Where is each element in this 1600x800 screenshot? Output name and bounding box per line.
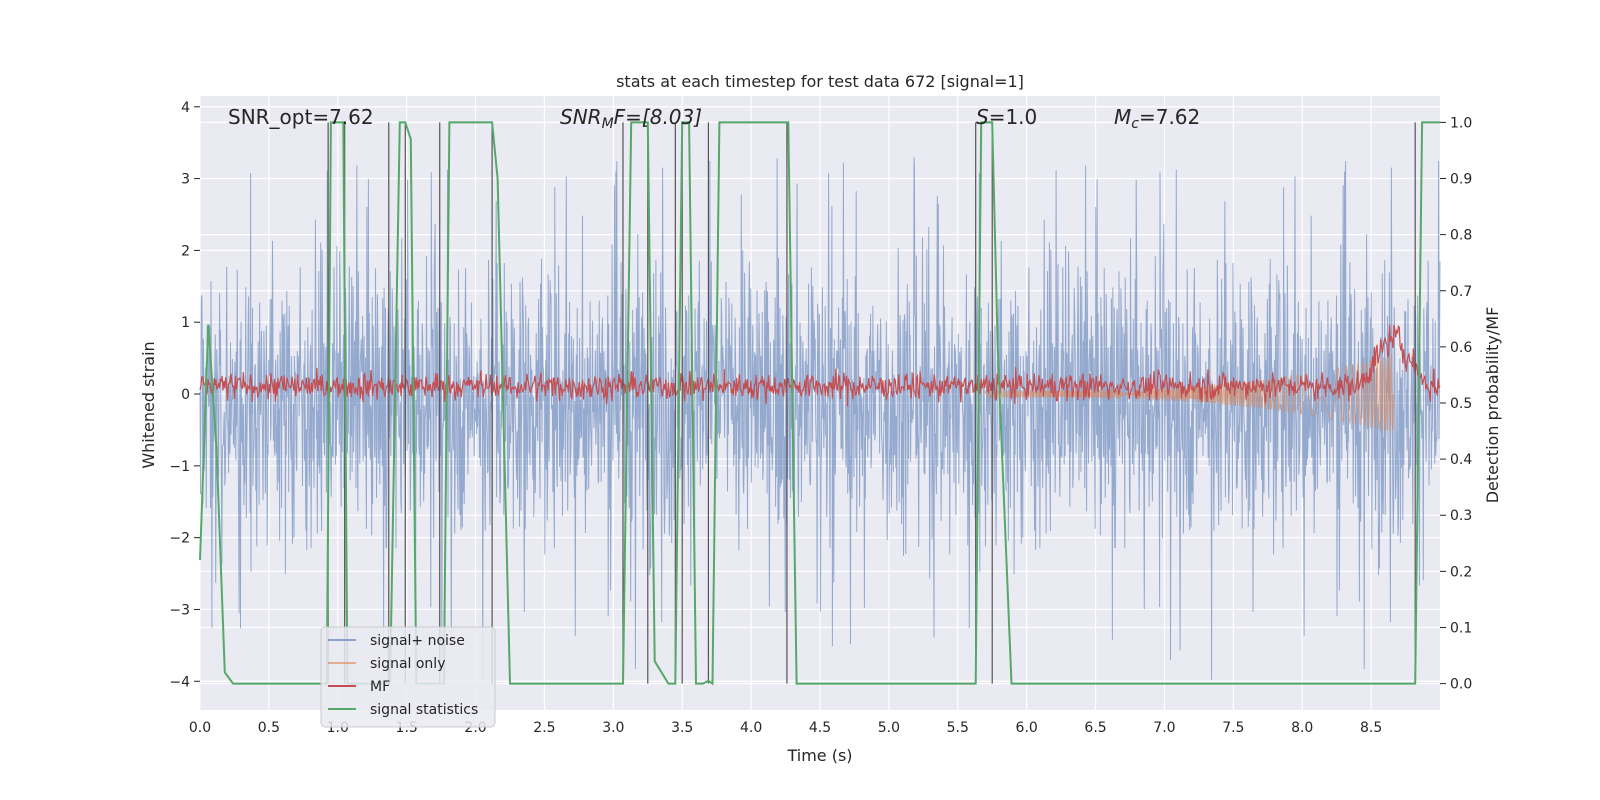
x-tick-label: 2.5 — [533, 720, 555, 736]
mc-annotation: Mc=7.62 — [1114, 105, 1200, 132]
mc-base: M — [1114, 105, 1131, 129]
y2-tick-label: 0.7 — [1450, 284, 1472, 300]
legend: signal+ noise signal only MF signal stat… — [320, 626, 496, 728]
x-tick-label: 7.5 — [1222, 720, 1244, 736]
legend-label-signal-only: signal only — [370, 656, 445, 672]
y-tick-label: −3 — [169, 602, 190, 618]
x-tick-label: 0.0 — [189, 720, 211, 736]
y2-axis-label: Detection probability/MF — [1483, 307, 1502, 504]
y-tick-label: −1 — [169, 459, 190, 475]
y-tick-label: 4 — [181, 100, 190, 116]
x-tick-label: 7.0 — [1153, 720, 1175, 736]
snr-mf-annotation: SNRMF=[8.03] — [560, 105, 702, 132]
y-axis-ticks: −4 −3 −2 −1 0 1 2 3 4 — [169, 100, 200, 690]
mc-value: =7.62 — [1139, 105, 1200, 129]
snr-mf-base: SNR — [560, 105, 602, 129]
y-tick-label: 0 — [181, 387, 190, 403]
chart-title: stats at each timestep for test data 672… — [616, 72, 1024, 91]
mc-sub: c — [1131, 116, 1139, 132]
x-tick-label: 5.0 — [878, 720, 900, 736]
y2-tick-label: 0.0 — [1450, 677, 1472, 693]
y2-tick-label: 0.3 — [1450, 508, 1472, 524]
x-tick-label: 0.5 — [258, 720, 280, 736]
x-axis-label: Time (s) — [786, 746, 852, 765]
snr-opt-annotation: SNR_opt=7.62 — [228, 105, 374, 129]
mf-series — [199, 324, 1441, 407]
y-tick-label: 3 — [181, 172, 190, 188]
y2-tick-label: 0.9 — [1450, 172, 1472, 188]
y-axis-label: Whitened strain — [139, 341, 158, 468]
signal-noise-line — [199, 157, 1441, 680]
legend-label-signal-statistics: signal statistics — [370, 702, 478, 718]
mf-line — [199, 324, 1441, 407]
x-tick-label: 3.5 — [671, 720, 693, 736]
snr-mf-sub: M — [602, 116, 614, 132]
s-annotation: S=1.0 — [976, 105, 1037, 129]
signal-statistics-line — [199, 121, 1440, 686]
signal-noise-series — [199, 157, 1441, 680]
y-tick-label: −4 — [169, 674, 190, 690]
x-tick-label: 4.5 — [809, 720, 831, 736]
plot-area — [199, 96, 1441, 710]
x-tick-label: 3.0 — [602, 720, 624, 736]
y2-axis-ticks: 0.0 0.1 0.2 0.3 0.4 0.5 0.6 0.7 0.8 0.9 1.0 — [1440, 115, 1472, 693]
x-tick-label: 8.5 — [1360, 720, 1382, 736]
y2-tick-label: 1.0 — [1450, 115, 1472, 131]
x-tick-label: 5.5 — [947, 720, 969, 736]
x-tick-label: 4.0 — [740, 720, 762, 736]
s-value: =1.0 — [989, 105, 1038, 129]
y-tick-label: 1 — [181, 315, 190, 331]
y2-tick-label: 0.1 — [1450, 620, 1472, 636]
x-tick-label: 6.5 — [1084, 720, 1106, 736]
snr-mf-rest: F=[8.03] — [614, 105, 702, 129]
y2-tick-label: 0.6 — [1450, 340, 1472, 356]
x-tick-label: 8.0 — [1291, 720, 1313, 736]
signal-statistics-series — [199, 121, 1440, 686]
s-label: S — [976, 105, 989, 129]
legend-box — [320, 626, 496, 728]
y-tick-label: 2 — [181, 243, 190, 259]
y2-tick-label: 0.5 — [1450, 396, 1472, 412]
y2-tick-label: 0.8 — [1450, 228, 1472, 244]
legend-label-mf: MF — [370, 679, 390, 695]
y2-tick-label: 0.4 — [1450, 452, 1472, 468]
legend-label-signal-noise: signal+ noise — [370, 633, 465, 649]
y-tick-label: −2 — [169, 531, 190, 547]
x-tick-label: 6.0 — [1016, 720, 1038, 736]
y2-tick-label: 0.2 — [1450, 564, 1472, 580]
